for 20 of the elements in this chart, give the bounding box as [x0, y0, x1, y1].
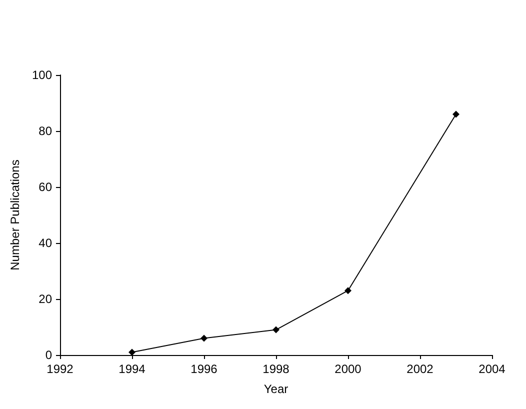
point — [272, 326, 280, 334]
point — [344, 287, 352, 294]
x-tick-label: 1994 — [118, 362, 146, 376]
y-tick-label: 100 — [32, 68, 52, 82]
y-tick-label: 40 — [38, 236, 52, 250]
y-tick-label: 80 — [38, 124, 52, 138]
point — [200, 334, 208, 342]
x-tick-label: 2002 — [406, 362, 434, 376]
y-tick-label: 60 — [38, 180, 52, 194]
x-tick-label: 1998 — [262, 362, 290, 376]
y-axis-title: Number Publications — [8, 160, 22, 270]
point — [128, 348, 136, 356]
x-axis-title: Year — [264, 382, 288, 396]
x-tick-label: 2000 — [334, 362, 362, 376]
x-tick-label: 2004 — [478, 362, 506, 376]
x-tick-label: 1996 — [190, 362, 218, 376]
y-tick-label: 20 — [38, 292, 52, 306]
y-tick-label: 0 — [45, 348, 52, 362]
point — [452, 110, 460, 118]
x-tick-label: 1992 — [46, 362, 74, 376]
